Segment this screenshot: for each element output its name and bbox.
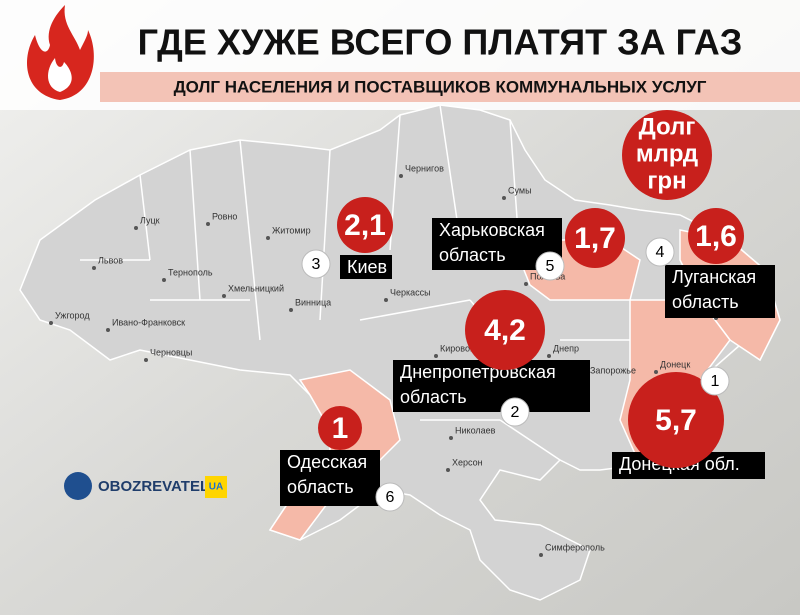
value-badge xyxy=(688,208,744,264)
legend-badge xyxy=(622,110,712,200)
legend-line: Долг xyxy=(639,113,696,140)
city-label: Хмельницкий xyxy=(228,283,284,293)
city-dot xyxy=(106,328,110,332)
city-dot xyxy=(144,358,148,362)
city-label: Луцк xyxy=(140,215,160,225)
label-box xyxy=(393,360,590,412)
logo-suffix: UA xyxy=(209,482,223,493)
logo-flag xyxy=(205,476,227,498)
legend-line: грн xyxy=(647,167,686,194)
region-rank: 2 xyxy=(511,404,520,421)
city-label: Кировоград xyxy=(440,343,489,353)
value-badge xyxy=(337,197,393,253)
label-box xyxy=(665,265,775,318)
region-name: область xyxy=(439,245,506,265)
city-dot xyxy=(547,354,551,358)
city-dot xyxy=(92,266,96,270)
region-name: область xyxy=(672,292,739,312)
city-dot xyxy=(206,222,210,226)
city-label: Ровно xyxy=(212,211,237,221)
city-dot xyxy=(524,282,528,286)
city-dot xyxy=(539,553,543,557)
city-label: Черновцы xyxy=(150,347,192,357)
city-label: Тернополь xyxy=(168,267,213,277)
region-name: Киев xyxy=(347,257,387,277)
city-label: Черкассы xyxy=(390,287,431,297)
city-dot xyxy=(162,278,166,282)
city-dot xyxy=(434,354,438,358)
region-rank: 1 xyxy=(711,373,720,390)
region-rank: 4 xyxy=(656,244,665,261)
region-name: область xyxy=(400,387,467,407)
city-label: Ужгород xyxy=(55,310,90,320)
borders xyxy=(80,104,630,461)
region-rank: 6 xyxy=(386,489,395,506)
value-badge xyxy=(465,290,545,370)
city-label: Николаев xyxy=(455,425,496,435)
value-badge xyxy=(565,208,625,268)
region-name: Одесская xyxy=(287,452,367,472)
city-label: Донецк xyxy=(660,359,690,369)
flame-icon xyxy=(27,5,94,100)
region-value: 4,2 xyxy=(484,314,526,347)
region-callouts: Киев 2,1 3 Харьковская область 1,7 5 Луганская о… xyxy=(280,197,775,512)
city-label: Ивано-Франковск xyxy=(112,317,185,327)
city-dot xyxy=(49,321,53,325)
region-value: 2,1 xyxy=(344,209,386,242)
city-label: Винница xyxy=(295,297,331,307)
city-dot xyxy=(222,294,226,298)
logo-icon xyxy=(64,472,92,500)
rank-badge xyxy=(700,366,730,396)
region-name: область xyxy=(287,477,354,497)
logo: OBOZREVATEL UA xyxy=(64,472,227,500)
city-dot xyxy=(654,370,658,374)
region-value: 1 xyxy=(332,412,349,445)
subtitle: ДОЛГ НАСЕЛЕНИЯ И ПОСТАВЩИКОВ КОММУНАЛЬНЫ… xyxy=(174,77,707,96)
label-box xyxy=(280,450,380,506)
city-dot xyxy=(399,174,403,178)
value-badge xyxy=(628,372,724,468)
city-label: Запорожье xyxy=(590,365,636,375)
city-label: Львов xyxy=(98,255,123,265)
region-rank: 3 xyxy=(312,256,321,273)
flame-inner xyxy=(48,58,72,92)
logo-text: OBOZREVATEL xyxy=(98,478,209,495)
city-dot xyxy=(446,468,450,472)
subtitle-band xyxy=(100,72,800,102)
city-dot xyxy=(502,196,506,200)
rank-badge xyxy=(301,249,331,279)
region-value: 1,6 xyxy=(695,220,737,253)
city-label: Херсон xyxy=(452,457,483,467)
city-label: Сумы xyxy=(508,185,532,195)
city-label: Чернигов xyxy=(405,163,444,173)
city-dot xyxy=(134,226,138,230)
region-rank: 5 xyxy=(546,258,555,275)
city-label: Симферополь xyxy=(545,542,605,552)
city-dot xyxy=(449,436,453,440)
rank-badge xyxy=(375,482,405,512)
rank-badge xyxy=(500,397,530,427)
rank-badge xyxy=(645,237,675,267)
legend-line: млрд xyxy=(636,140,698,167)
region-value: 1,7 xyxy=(574,222,616,255)
city-dot xyxy=(384,298,388,302)
region-name: Днепропетровская xyxy=(400,362,556,382)
region-name: Луганская xyxy=(672,267,756,287)
city-dot xyxy=(266,236,270,240)
rank-badge xyxy=(535,251,565,281)
city-label: Житомир xyxy=(272,225,311,235)
city-labels: Луцк Ровно Львов Тернополь Ужгород Ивано-Фран… xyxy=(49,163,752,557)
region-value: 5,7 xyxy=(655,404,697,437)
region-name: Харьковская xyxy=(439,220,545,240)
title: ГДЕ ХУЖЕ ВСЕГО ПЛАТЯТ ЗА ГАЗ xyxy=(138,22,743,63)
label-box xyxy=(340,255,392,279)
value-badge xyxy=(318,406,362,450)
city-dot xyxy=(289,308,293,312)
city-label: Днепр xyxy=(553,343,579,353)
